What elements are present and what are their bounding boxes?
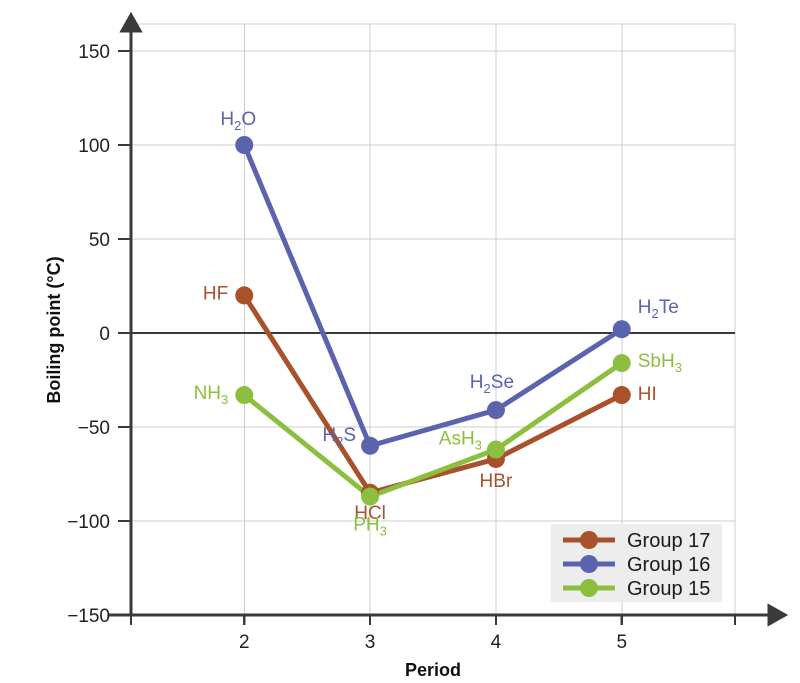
point-label: H2O bbox=[220, 109, 256, 133]
series-line-group-17 bbox=[241, 292, 625, 496]
series-line-group-16 bbox=[241, 142, 625, 449]
x-tick-label: 4 bbox=[491, 632, 502, 653]
data-point[interactable] bbox=[361, 487, 380, 506]
x-tick-label: 3 bbox=[365, 632, 376, 653]
data-point[interactable] bbox=[612, 354, 631, 373]
data-point[interactable] bbox=[612, 386, 631, 405]
y-tick-label: −100 bbox=[67, 512, 110, 533]
y-tick-label: 0 bbox=[99, 324, 110, 345]
data-point[interactable] bbox=[486, 440, 505, 459]
point-label: H2Te bbox=[638, 297, 679, 321]
data-point-labels: HF HCl HBr HI H2O H2S H2Se H2Te NH3 PH3 AsH3 SbH3 bbox=[194, 109, 682, 539]
x-tick-label: 2 bbox=[239, 632, 250, 653]
axis-ticks bbox=[118, 49, 737, 625]
y-tick-label: 50 bbox=[89, 230, 110, 251]
data-point[interactable] bbox=[235, 286, 254, 305]
point-label: H2Se bbox=[470, 372, 514, 396]
legend-swatch-marker bbox=[580, 579, 598, 597]
data-point[interactable] bbox=[612, 320, 631, 339]
y-tick-label: 100 bbox=[78, 136, 110, 157]
point-label: SbH3 bbox=[638, 351, 682, 375]
series-lines bbox=[241, 142, 625, 500]
axes bbox=[108, 11, 789, 627]
point-label: PH3 bbox=[353, 515, 387, 539]
data-point[interactable] bbox=[361, 436, 380, 455]
x-tick-label: 5 bbox=[616, 632, 627, 653]
point-label: H2S bbox=[322, 425, 356, 449]
legend-item-label[interactable]: Group 17 bbox=[627, 530, 710, 552]
point-label: HCl bbox=[354, 503, 386, 524]
data-point[interactable] bbox=[486, 401, 505, 420]
x-axis-tick-labels: 2 3 4 5 bbox=[239, 632, 627, 653]
series-points bbox=[235, 136, 631, 506]
data-point[interactable] bbox=[235, 136, 254, 154]
x-axis-title: Period bbox=[405, 660, 461, 680]
y-axis-tick-labels: 150 100 50 0 −50 −100 −150 bbox=[67, 42, 110, 627]
point-label: AsH3 bbox=[439, 429, 482, 453]
y-axis-title: Boiling point (°C) bbox=[44, 256, 64, 403]
y-tick-label: −150 bbox=[67, 606, 110, 627]
legend-swatch-marker bbox=[580, 555, 598, 573]
legend-swatch-marker bbox=[580, 531, 598, 549]
point-label: NH3 bbox=[194, 383, 229, 407]
series-line-group-15 bbox=[241, 360, 625, 500]
y-tick-label: 150 bbox=[78, 42, 110, 63]
y-tick-label: −50 bbox=[78, 418, 110, 439]
point-label: HI bbox=[638, 384, 657, 405]
point-label: HBr bbox=[480, 471, 513, 492]
data-point[interactable] bbox=[235, 386, 254, 405]
point-label: HF bbox=[203, 283, 228, 304]
legend-item-label[interactable]: Group 15 bbox=[627, 578, 710, 600]
legend-item-label[interactable]: Group 16 bbox=[627, 554, 710, 576]
